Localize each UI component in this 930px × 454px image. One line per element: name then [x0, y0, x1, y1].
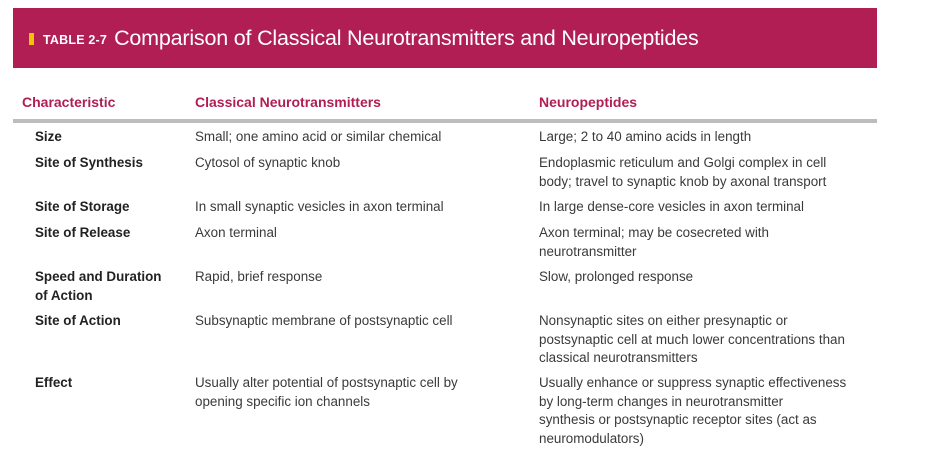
row-characteristic: Site of Synthesis: [35, 155, 143, 170]
row-characteristic: Site of Release: [35, 225, 131, 240]
row-neuropeptides: In large dense-core vesicles in axon ter…: [539, 199, 804, 214]
row-characteristic: Size: [35, 129, 62, 144]
row-neuropeptides: Endoplasmic reticulum and Golgi complex …: [539, 155, 827, 189]
column-header-classical: Classical Neurotransmitters: [195, 94, 381, 110]
row-neuropeptides: Large; 2 to 40 amino acids in length: [539, 129, 752, 144]
row-characteristic: Speed and Duration of Action: [35, 269, 162, 303]
row-classical: Small; one amino acid or similar chemica…: [195, 129, 442, 144]
row-characteristic: Effect: [35, 375, 73, 390]
row-characteristic: Site of Action: [35, 313, 121, 328]
table-label: TABLE 2-7: [43, 32, 108, 47]
row-classical: Cytosol of synaptic knob: [195, 155, 341, 170]
row-neuropeptides: Nonsynaptic sites on either presynaptic …: [539, 313, 845, 365]
row-classical: Rapid, brief response: [195, 269, 323, 284]
row-neuropeptides: Axon terminal; may be cosecreted with ne…: [539, 225, 769, 259]
row-neuropeptides: Usually enhance or suppress synaptic eff…: [539, 375, 847, 446]
row-classical: Subsynaptic membrane of postsynaptic cel…: [195, 313, 453, 328]
column-header-neuropeptides: Neuropeptides: [539, 94, 638, 110]
row-neuropeptides: Slow, prolonged response: [539, 269, 694, 284]
row-classical: Axon terminal: [195, 225, 277, 240]
column-header-characteristic: Characteristic: [22, 94, 116, 110]
header-rule: [13, 119, 877, 123]
table-title: Comparison of Classical Neurotransmitter…: [114, 25, 699, 50]
row-characteristic: Site of Storage: [35, 199, 130, 214]
row-classical: Usually alter potential of postsynaptic …: [195, 375, 458, 409]
banner-marker-icon: [29, 33, 34, 45]
table-banner: TABLE 2-7 Comparison of Classical Neurot…: [13, 8, 877, 68]
row-classical: In small synaptic vesicles in axon termi…: [195, 199, 444, 214]
